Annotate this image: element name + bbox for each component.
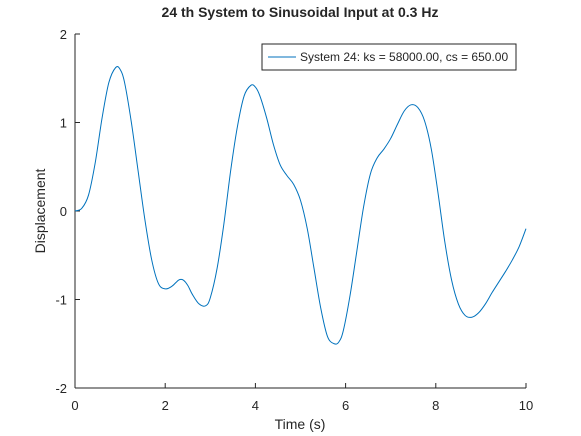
- x-ticks: 0 2 4 6 8 10: [71, 383, 533, 413]
- x-tick-label: 2: [162, 398, 169, 413]
- x-tick-label: 4: [252, 398, 259, 413]
- y-tick-label: -2: [55, 381, 67, 396]
- legend: System 24: ks = 58000.00, cs = 650.00: [261, 43, 517, 71]
- y-tick-label: -1: [55, 293, 67, 308]
- x-axis-label: Time (s): [275, 416, 326, 432]
- series-line: [74, 66, 527, 345]
- x-tick-label: 10: [519, 398, 533, 413]
- legend-box: [261, 43, 517, 71]
- series-layer: [74, 66, 527, 345]
- x-tick-label: 0: [71, 398, 78, 413]
- y-axis-label: Displacement: [32, 168, 48, 253]
- legend-entry: System 24: ks = 58000.00, cs = 650.00: [300, 50, 508, 64]
- y-tick-label: 0: [60, 204, 67, 219]
- x-tick-label: 6: [342, 398, 349, 413]
- chart-title: 24 th System to Sinusoidal Input at 0.3 …: [162, 4, 439, 20]
- x-tick-label: 8: [432, 398, 439, 413]
- y-tick-label: 1: [60, 116, 67, 131]
- y-tick-label: 2: [60, 27, 67, 42]
